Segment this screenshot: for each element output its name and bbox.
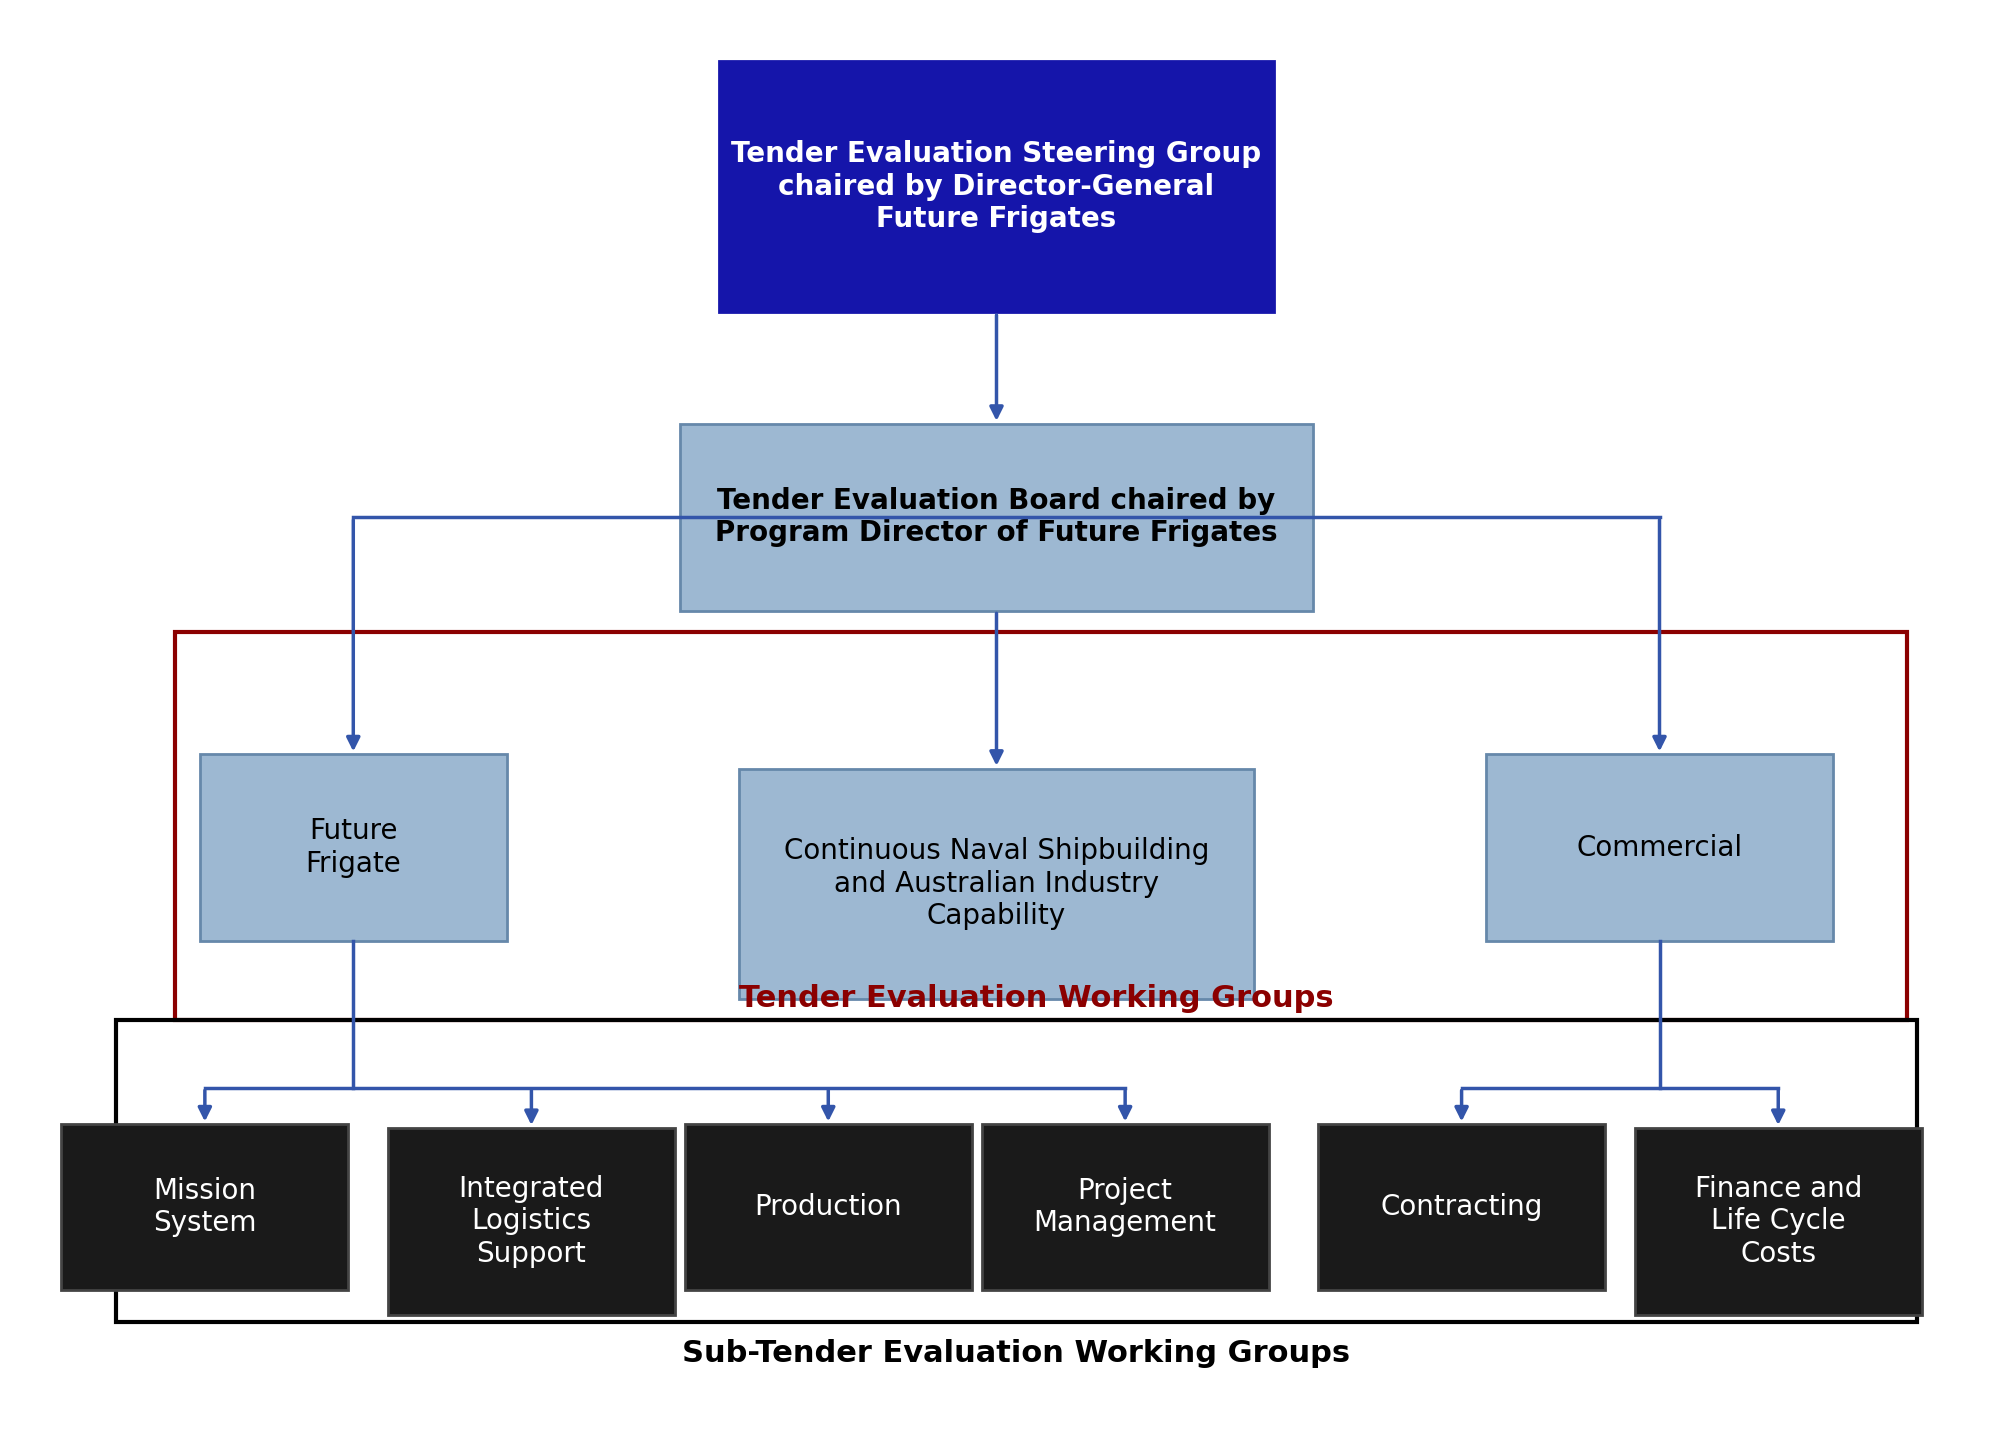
Text: Sub-Tender Evaluation Working Groups: Sub-Tender Evaluation Working Groups [682,1339,1351,1368]
Text: Commercial: Commercial [1576,834,1742,862]
Text: Integrated
Logistics
Support: Integrated Logistics Support [458,1175,604,1268]
FancyBboxPatch shape [739,769,1254,998]
Bar [175,633,1907,1020]
Text: Tender Evaluation Board chaired by
Program Director of Future Frigates: Tender Evaluation Board chaired by Progr… [715,488,1278,547]
FancyBboxPatch shape [389,1127,676,1315]
Text: Contracting: Contracting [1381,1193,1543,1220]
FancyBboxPatch shape [199,755,506,942]
Text: Tender Evaluation Steering Group
chaired by Director-General
Future Frigates: Tender Evaluation Steering Group chaired… [731,141,1262,234]
FancyBboxPatch shape [62,1125,349,1290]
FancyBboxPatch shape [680,424,1313,611]
FancyBboxPatch shape [719,61,1274,312]
FancyBboxPatch shape [686,1125,973,1290]
Text: Continuous Naval Shipbuilding
and Australian Industry
Capability: Continuous Naval Shipbuilding and Austra… [783,837,1210,930]
Text: Mission
System: Mission System [153,1177,257,1238]
Text: Production: Production [755,1193,903,1220]
Text: Future
Frigate: Future Frigate [305,817,401,878]
Text: Tender Evaluation Working Groups: Tender Evaluation Working Groups [739,984,1333,1013]
FancyBboxPatch shape [1487,755,1834,942]
FancyBboxPatch shape [1634,1127,1921,1315]
Bar [116,1020,1917,1322]
Text: Finance and
Life Cycle
Costs: Finance and Life Cycle Costs [1694,1175,1861,1268]
Text: Project
Management: Project Management [1034,1177,1216,1238]
FancyBboxPatch shape [1317,1125,1604,1290]
FancyBboxPatch shape [983,1125,1270,1290]
